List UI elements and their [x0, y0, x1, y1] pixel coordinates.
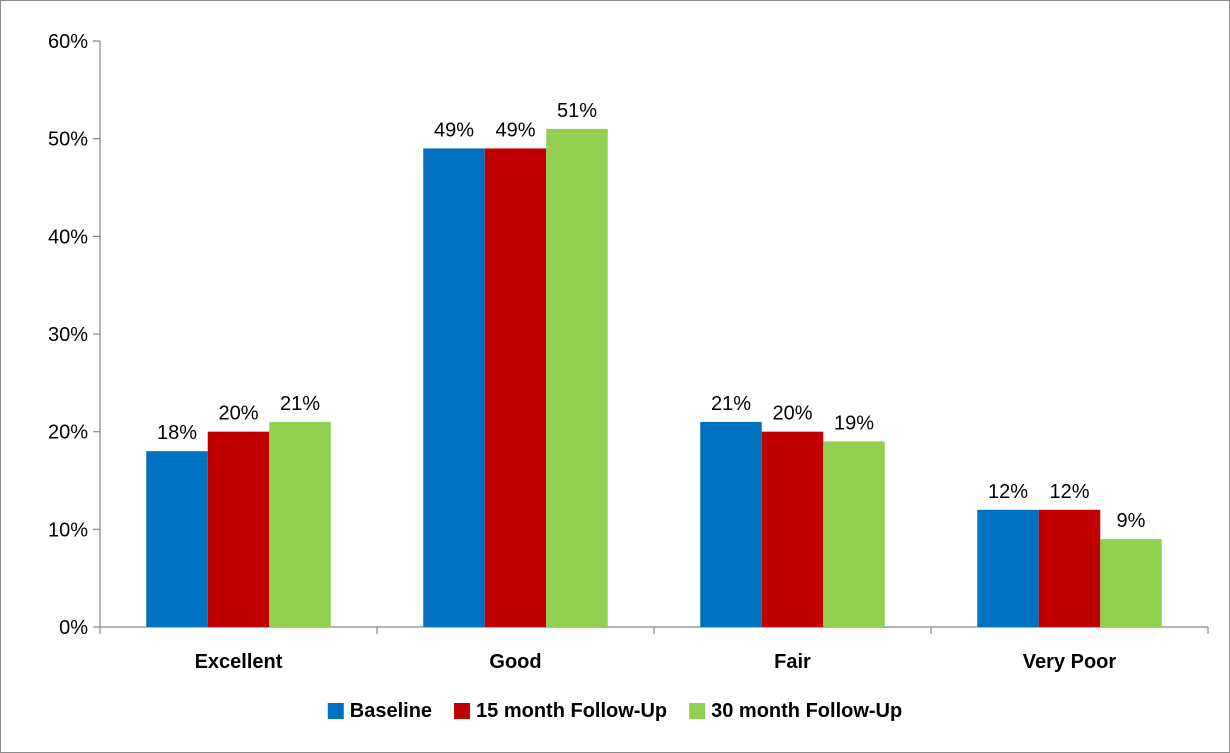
bar: [146, 451, 208, 627]
x-category-label: Good: [489, 651, 541, 673]
bar: [823, 441, 885, 627]
data-label: 12%: [1049, 481, 1089, 503]
x-category-label: Fair: [774, 651, 811, 673]
data-label: 12%: [988, 481, 1028, 503]
data-label: 18%: [157, 422, 197, 444]
y-axis: 0% 10% 20% 30% 40% 50% 60%: [48, 31, 101, 639]
y-tick-label: 30%: [48, 324, 88, 346]
x-category-label: Excellent: [195, 651, 283, 673]
y-tick-label: 20%: [48, 422, 88, 444]
bar: [207, 431, 270, 627]
bar: [700, 421, 762, 627]
y-tick-label: 10%: [48, 519, 88, 541]
x-category-label: Very Poor: [1023, 651, 1117, 673]
bar: [423, 148, 485, 627]
legend-swatch: [454, 703, 471, 719]
y-tick-label: 50%: [48, 129, 88, 151]
bars: [146, 128, 1162, 627]
data-label: 21%: [280, 393, 320, 415]
legend-swatch: [689, 703, 706, 719]
bar: [484, 148, 547, 627]
bar: [1100, 539, 1162, 627]
bar: [761, 431, 824, 627]
legend-label: 30 month Follow-Up: [711, 700, 902, 722]
data-label: 20%: [218, 403, 258, 425]
bar: [977, 509, 1039, 627]
legend-label: 15 month Follow-Up: [476, 700, 667, 722]
y-tick-label: 40%: [48, 226, 88, 248]
data-label: 9%: [1117, 510, 1146, 532]
data-label: 19%: [834, 412, 874, 434]
data-label: 49%: [495, 119, 535, 141]
bar: [269, 421, 331, 627]
legend-label: Baseline: [350, 700, 432, 722]
x-axis: Excellent Good Fair Very Poor: [99, 626, 1209, 673]
y-tick-label: 0%: [59, 617, 88, 639]
data-labels: 18% 49% 21% 12% 20% 49% 20% 12% 21% 51% 19% 9%: [157, 100, 1146, 532]
legend-swatch: [327, 703, 344, 719]
data-label: 21%: [711, 393, 751, 415]
bar: [546, 128, 608, 627]
legend: Baseline 15 month Follow-Up 30 month Follo…: [327, 700, 902, 722]
data-label: 49%: [434, 119, 474, 141]
y-tick-label: 60%: [48, 31, 88, 53]
data-label: 51%: [557, 100, 597, 122]
data-label: 20%: [772, 403, 812, 425]
bar: [1038, 509, 1101, 627]
